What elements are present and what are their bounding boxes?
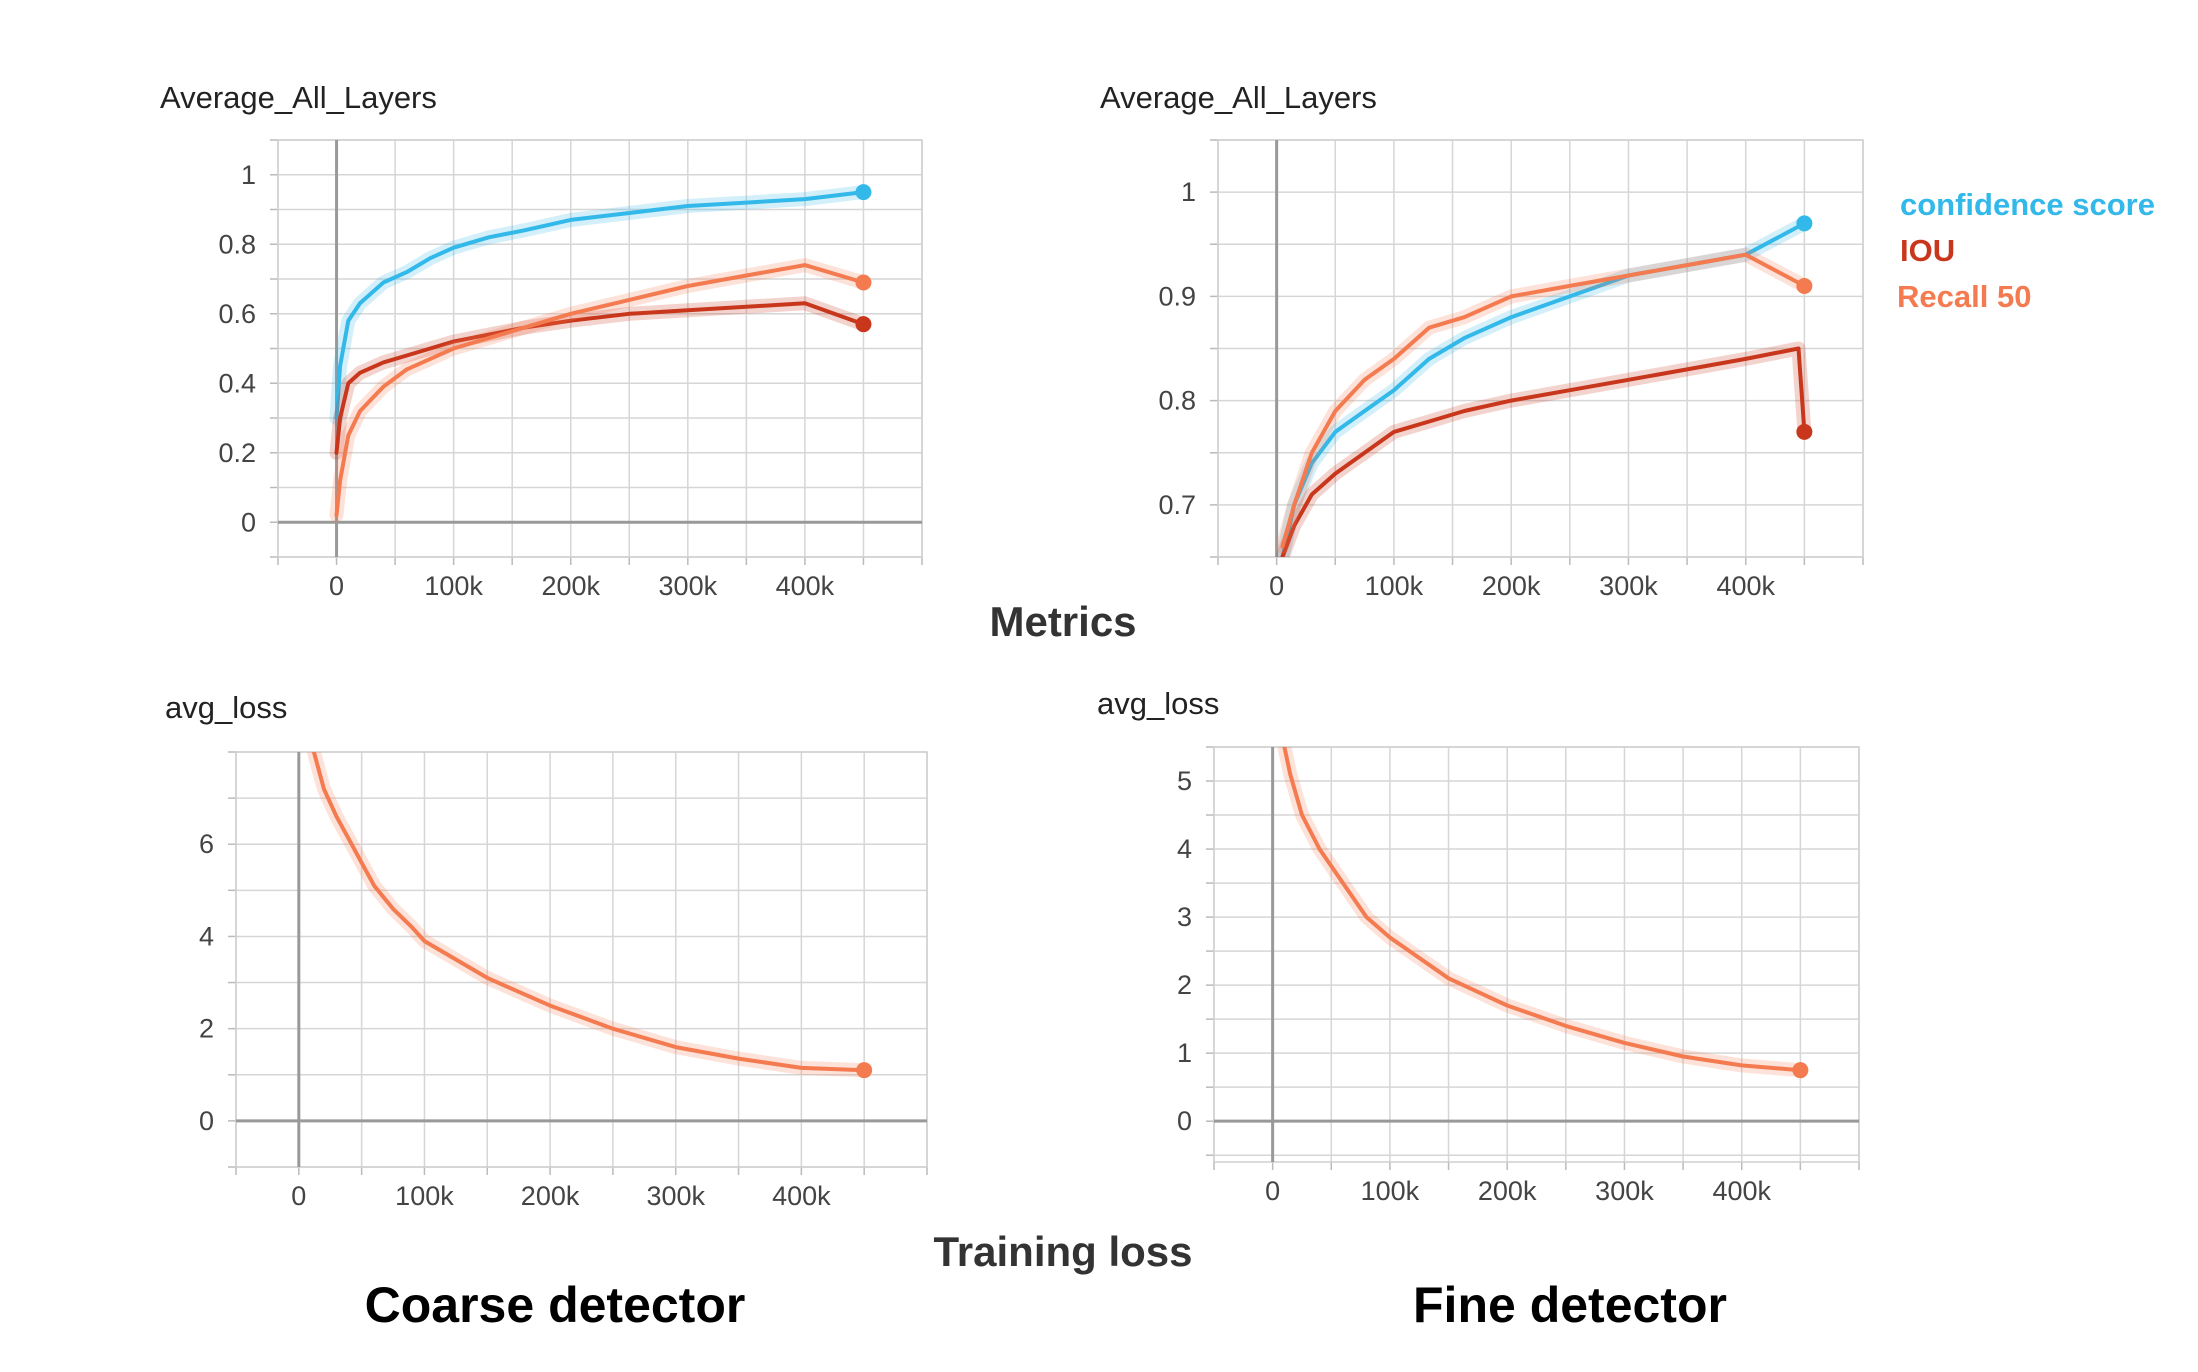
coarse-loss-xtick-label: 300k	[646, 1181, 705, 1211]
legend-recall-50: Recall 50	[1897, 279, 2031, 314]
fine-metrics-series-line-1	[1280, 346, 1807, 557]
fine-metrics-series-line-2	[1280, 252, 1807, 549]
legend-iou: IOU	[1900, 233, 1955, 268]
coarse-loss-xtick-label: 0	[291, 1181, 306, 1211]
fine-metrics-xtick-label: 400k	[1716, 571, 1775, 601]
fine-loss-grid	[1206, 746, 1860, 1170]
coarse-metrics-ytick-label: 0.2	[218, 438, 256, 468]
fine-loss-xtick-label: 400k	[1712, 1176, 1771, 1206]
coarse-loss-xtick-label: 100k	[395, 1181, 454, 1211]
coarse-loss-xtick-label: 200k	[521, 1181, 580, 1211]
fine-detector-label: Fine detector	[1413, 1277, 1727, 1333]
fine-loss-title: avg_loss	[1097, 686, 1219, 721]
fine-loss-ytick-label: 1	[1177, 1038, 1192, 1068]
legend-confidence-score: confidence score	[1900, 187, 2155, 222]
fine-metrics-series-end-point-2	[1796, 277, 1813, 294]
coarse-metrics-xtick-label: 100k	[424, 571, 483, 601]
coarse-metrics-xtick-label: 300k	[659, 571, 718, 601]
fine-metrics-series-group	[1275, 216, 1812, 557]
fine-metrics-ytick-label: 0.7	[1158, 490, 1196, 520]
coarse-metrics-ytick-label: 0	[241, 507, 256, 537]
coarse-metrics-series-end-point-2	[855, 274, 872, 291]
fine-metrics-ytick-label: 1	[1181, 177, 1196, 207]
fine-loss-ytick-label: 2	[1177, 970, 1192, 1000]
fine-loss-series-line-0	[1282, 747, 1803, 1073]
coarse-metrics-ytick-label: 0.8	[218, 229, 256, 259]
fine-loss-series-group	[1277, 747, 1808, 1078]
fine-loss-series-end-point-0	[1792, 1062, 1809, 1079]
coarse-metrics-series-line-1	[334, 301, 866, 455]
coarse-metrics-chart: Average_All_Layers 0 100k 200k 300k 400k 0 0.2 0…	[160, 80, 923, 601]
legend: confidence score IOU Recall 50	[1897, 187, 2155, 314]
coarse-metrics-series-end-point-0	[855, 184, 872, 201]
coarse-loss-chart: avg_loss 0 100k 200k 300k 400k 0 2 4 6	[165, 690, 928, 1211]
fine-loss-xtick-label: 200k	[1478, 1176, 1537, 1206]
fine-metrics-title: Average_All_Layers	[1100, 80, 1377, 115]
fine-metrics-series-end-point-1	[1796, 423, 1813, 440]
coarse-loss-series-line-0	[311, 752, 867, 1073]
metrics-section-label: Metrics	[989, 598, 1136, 645]
coarse-metrics-xtick-label: 0	[329, 571, 344, 601]
coarse-metrics-series-end-point-1	[855, 316, 872, 333]
fine-metrics-xtick-label: 100k	[1365, 571, 1424, 601]
coarse-loss-ytick-label: 6	[199, 829, 214, 859]
coarse-metrics-xtick-label: 200k	[541, 571, 600, 601]
coarse-metrics-series-band	[329, 296, 871, 460]
fine-loss-ytick-label: 3	[1177, 902, 1192, 932]
coarse-metrics-title: Average_All_Layers	[160, 80, 437, 115]
coarse-metrics-ytick-label: 0.4	[218, 368, 256, 398]
coarse-metrics-ytick-label: 0.6	[218, 299, 256, 329]
coarse-detector-label: Coarse detector	[365, 1277, 746, 1333]
coarse-loss-title: avg_loss	[165, 690, 287, 725]
fine-metrics-xtick-label: 300k	[1599, 571, 1658, 601]
fine-metrics-series-end-point-0	[1796, 215, 1813, 232]
fine-loss-xtick-label: 100k	[1361, 1176, 1420, 1206]
fine-metrics-xtick-label: 200k	[1482, 571, 1541, 601]
coarse-metrics-ytick-label: 1	[241, 160, 256, 190]
training-loss-section-label: Training loss	[933, 1228, 1192, 1275]
fine-metrics-ytick-label: 0.9	[1158, 281, 1196, 311]
coarse-metrics-series-line-2	[334, 263, 866, 518]
coarse-metrics-xtick-label: 400k	[776, 571, 835, 601]
fine-loss-chart: avg_loss 0 100k 200k 300k 400k 0 1 2 3 4 5	[1097, 686, 1860, 1206]
coarse-metrics-grid	[270, 139, 923, 565]
chart-panels: Average_All_Layers 0 100k 200k 300k 400k 0 0.2 0…	[160, 80, 1864, 1211]
coarse-loss-ytick-label: 2	[199, 1014, 214, 1044]
fine-metrics-grid	[1210, 139, 1864, 565]
coarse-loss-ytick-label: 0	[199, 1106, 214, 1136]
fine-metrics-xtick-label: 0	[1269, 571, 1284, 601]
coarse-loss-xtick-label: 400k	[772, 1181, 831, 1211]
coarse-metrics-series-group	[329, 185, 871, 523]
fine-loss-xtick-label: 0	[1265, 1176, 1280, 1206]
fine-loss-ytick-label: 4	[1177, 834, 1192, 864]
coarse-loss-grid	[228, 751, 928, 1175]
fine-loss-ytick-label: 5	[1177, 766, 1192, 796]
coarse-loss-series-end-point-0	[856, 1062, 873, 1079]
coarse-metrics-series-line-0	[334, 190, 866, 420]
coarse-loss-series-group	[306, 752, 872, 1078]
coarse-loss-ytick-label: 4	[199, 921, 214, 951]
fine-metrics-ytick-label: 0.8	[1158, 386, 1196, 416]
fine-loss-xtick-label: 300k	[1595, 1176, 1654, 1206]
fine-metrics-chart: Average_All_Layers 0 100k 200k 300k 400k 0.7 0.…	[1100, 80, 1864, 601]
fine-loss-ytick-label: 0	[1177, 1106, 1192, 1136]
